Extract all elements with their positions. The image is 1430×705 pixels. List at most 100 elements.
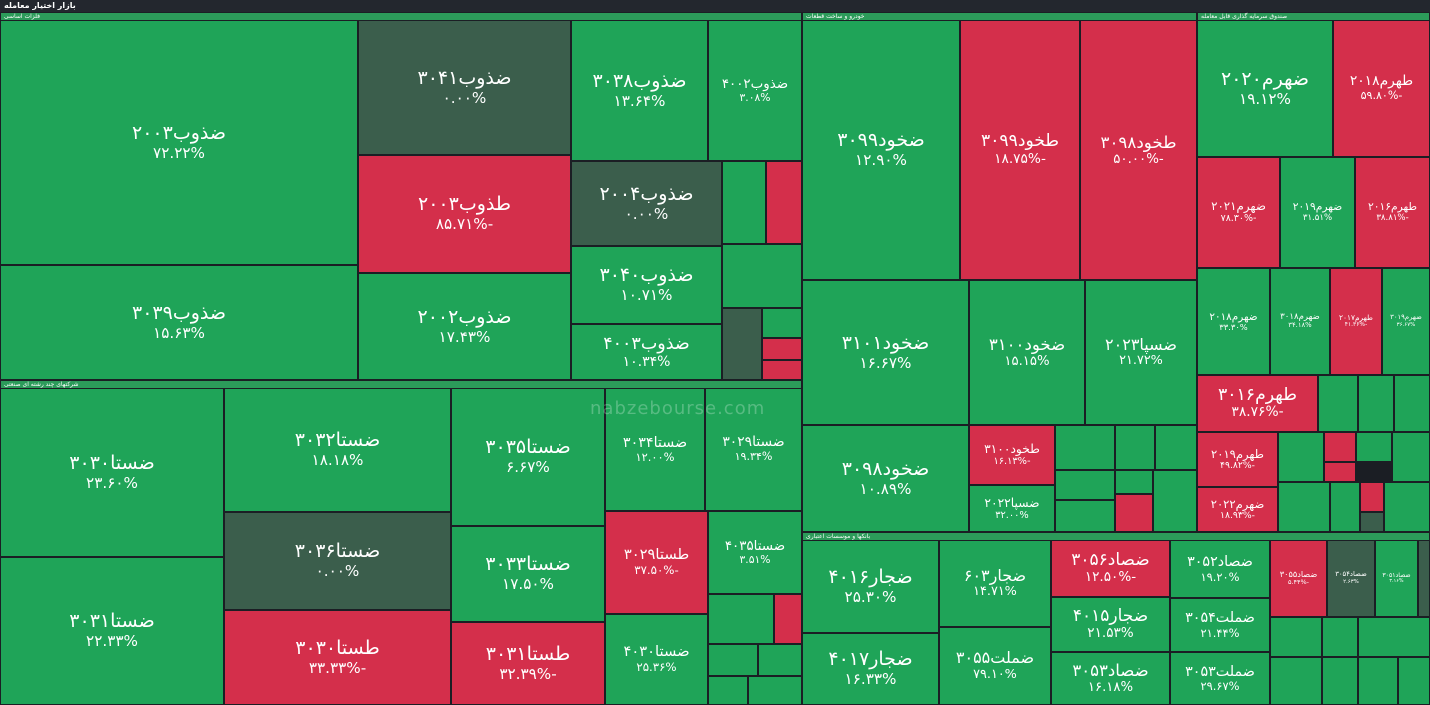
tile-change: ۲۳.۶۰% xyxy=(86,473,138,492)
tile-change: ۱۰.۳۴% xyxy=(622,354,671,371)
tile-change: -۳۷.۵۰% xyxy=(634,563,679,578)
tile-symbol: ضملت۳۰۵۵ xyxy=(955,648,1035,668)
stock-tile: ضصاد۳۰۵۴ ۲.۶۳% xyxy=(1327,540,1375,617)
tile-symbol: ضهرم۲۰۱۸ xyxy=(1209,310,1258,323)
stock-tile: ضهرم۲۰۲۲ -۱۸.۹۳% xyxy=(1197,487,1278,532)
stock-tile: ضذوب۳۰۴۱ ۰.۰۰% xyxy=(358,20,571,155)
tile-symbol: ضملت۳۰۵۳ xyxy=(1185,663,1255,680)
tile-symbol: ضستا۴۰۳۰ xyxy=(623,643,690,661)
stock-tile: ضستا۳۰۳۲ ۱۸.۱۸% xyxy=(224,388,451,512)
tile-symbol: ضستا۳۰۳۱ xyxy=(69,610,155,633)
tile-change: ۷۲.۲۲% xyxy=(153,143,205,162)
stock-tile: طهرم۲۰۱۷ -۴۱.۳۶% xyxy=(1330,268,1382,375)
tile-change: ۱۳.۶۴% xyxy=(613,91,666,110)
tile-change: ۱۷.۵۰% xyxy=(502,575,554,594)
sector-title: بانکها و موسسات اعتباری xyxy=(803,533,1429,541)
stock-tile: ضملت۳۰۵۳ ۲۹.۶۷% xyxy=(1170,652,1270,705)
tile-change: ۳۲.۰۰% xyxy=(995,509,1029,521)
stock-tile: ضذوب۲۰۰۴ ۰.۰۰% xyxy=(571,161,722,246)
tile-symbol: طستا۳۰۳۱ xyxy=(485,642,571,665)
stock-tile: ضصاد۳۰۵۲ ۱۹.۲۰% xyxy=(1170,540,1270,598)
tile-change: ۱۴.۷۱% xyxy=(973,584,1017,600)
tile-symbol: ضذوب۲۰۰۳ xyxy=(132,121,226,144)
stock-tile: طخود۳۰۹۸ -۵۰.۰۰% xyxy=(1080,20,1197,280)
filler-tile xyxy=(1115,494,1153,532)
filler-tile xyxy=(1115,425,1155,470)
filler-tile xyxy=(1358,657,1398,705)
tile-change: ۱۵.۱۵% xyxy=(1004,354,1050,370)
tile-change: ۲۱.۷۲% xyxy=(1119,353,1163,369)
stock-tile: طهرم۲۰۱۹ -۴۹.۸۲% xyxy=(1197,432,1278,487)
filler-tile xyxy=(722,308,762,380)
tile-symbol: طستا۳۰۳۰ xyxy=(295,636,380,659)
tile-symbol: ضسپا۲۰۲۲ xyxy=(984,495,1040,510)
filler-tile xyxy=(1360,512,1384,532)
stock-tile: ضخود۳۱۰۰ ۱۵.۱۵% xyxy=(969,280,1085,425)
tile-symbol: طهرم۲۰۱۶ xyxy=(1368,200,1417,214)
stock-tile: طهرم۳۰۱۶ -۳۸.۷۶% xyxy=(1197,375,1318,432)
tile-change: ۲۵.۳۰% xyxy=(844,587,897,606)
tile-symbol: طهرم۲۰۱۷ xyxy=(1339,312,1373,322)
stock-tile: طخود۳۱۰۰ -۱۶.۱۳% xyxy=(969,425,1055,485)
filler-tile xyxy=(1155,425,1197,470)
filler-tile xyxy=(708,676,748,705)
stock-tile: ضخود۳۰۹۹ ۱۲.۹۰% xyxy=(802,20,960,280)
tile-change: -۱۸.۷۵% xyxy=(994,150,1046,167)
tile-change: -۵۹.۸۰% xyxy=(1360,89,1403,103)
filler-tile xyxy=(1394,375,1430,432)
filler-tile xyxy=(774,594,802,644)
tile-symbol: ضذوب۴۰۰۳ xyxy=(603,333,690,354)
stock-tile: ضخود۳۱۰۱ ۱۶.۶۷% xyxy=(802,280,969,425)
stock-tile: ضستا۳۰۲۹ ۱۹.۳۴% xyxy=(705,388,802,511)
tile-symbol: ضهرم۲۰۱۹ xyxy=(1292,200,1343,214)
tile-symbol: ضهرم۲۰۲۱ xyxy=(1211,199,1266,214)
tile-symbol: طذوب۲۰۰۳ xyxy=(418,193,511,216)
tile-change: -۱۸.۹۳% xyxy=(1220,509,1255,521)
stock-tile: ضذوب۴۰۰۲ ۳.۰۸% xyxy=(708,20,802,161)
tile-change: ۱۶.۶۷% xyxy=(859,353,912,372)
filler-tile xyxy=(758,644,802,676)
tile-symbol: ضصاد۳۰۵۶ xyxy=(1071,549,1150,570)
tile-change: -۵۰.۰۰% xyxy=(1113,151,1164,167)
stock-tile: ضهرم۲۰۲۰ ۱۹.۱۲% xyxy=(1197,20,1333,157)
stock-tile: ضذوب۲۰۰۳ ۷۲.۲۲% xyxy=(0,20,358,265)
stock-tile: ضجار۶۰۳ ۱۴.۷۱% xyxy=(939,540,1051,627)
stock-tile: ضملت۳۰۵۴ ۲۱.۴۴% xyxy=(1170,598,1270,652)
stock-tile: ضذوب۲۰۰۲ ۱۷.۴۳% xyxy=(358,273,571,380)
tile-symbol: طخود۳۱۰۰ xyxy=(984,442,1040,457)
filler-tile xyxy=(1318,375,1358,432)
tile-change: -۴۱.۳۶% xyxy=(1344,321,1368,329)
tile-symbol: ضذوب۳۰۴۱ xyxy=(417,66,512,89)
tile-change: -۴۹.۸۲% xyxy=(1220,459,1255,471)
filler-tile xyxy=(1330,482,1360,532)
tile-change: -۷۸.۳۰% xyxy=(1220,212,1257,224)
tile-change: -۱۲.۵۰% xyxy=(1084,569,1137,586)
filler-tile xyxy=(1153,470,1197,532)
tile-symbol: ضجار۴۰۱۶ xyxy=(828,565,913,588)
stock-tile: طهرم۲۰۱۸ -۵۹.۸۰% xyxy=(1333,20,1430,157)
filler-tile xyxy=(1322,617,1358,657)
stock-tile: ضذوب۳۰۳۸ ۱۳.۶۴% xyxy=(571,20,708,161)
tile-change: -۳۲.۳۹% xyxy=(499,664,557,683)
filler-tile xyxy=(1418,540,1430,617)
stock-tile: ضستا۳۰۳۶ ۰.۰۰% xyxy=(224,512,451,610)
tile-symbol: ضخود۳۰۹۸ xyxy=(841,457,930,480)
stock-tile: ضهرم۲۰۱۹ ۳۱.۵۱% xyxy=(1280,157,1355,268)
stock-tile: ضستا۳۰۳۵ ۶.۶۷% xyxy=(451,388,605,526)
stock-tile: ضستا۳۰۳۰ ۲۳.۶۰% xyxy=(0,388,224,557)
stock-tile: ضجار۴۰۱۷ ۱۶.۳۳% xyxy=(802,633,939,705)
tile-change: ۲۹.۶۷% xyxy=(1200,679,1240,694)
stock-tile: ضصاد۳۰۵۶ -۱۲.۵۰% xyxy=(1051,540,1170,597)
stock-tile: ضهرم۳۰۱۹ ۳۶.۶۷% xyxy=(1382,268,1430,375)
tile-change: -۳۸.۸۱% xyxy=(1376,212,1409,223)
tile-change: ۳۴.۱۸% xyxy=(1288,321,1312,330)
filler-tile xyxy=(762,308,802,338)
tile-symbol: ضسپا۲۰۲۳ xyxy=(1105,334,1177,354)
tile-change: ۱۹.۲۰% xyxy=(1200,569,1240,584)
tile-symbol: ضصاد۳۰۵۳ xyxy=(1072,661,1149,681)
tile-symbol: ضخود۳۰۹۹ xyxy=(837,129,925,152)
filler-tile xyxy=(1324,462,1356,482)
tile-symbol: ضستا۳۰۳۰ xyxy=(69,451,155,474)
stock-tile: ضستا۳۰۳۳ ۱۷.۵۰% xyxy=(451,526,605,622)
tile-change: ۳۱.۵۱% xyxy=(1302,212,1333,223)
